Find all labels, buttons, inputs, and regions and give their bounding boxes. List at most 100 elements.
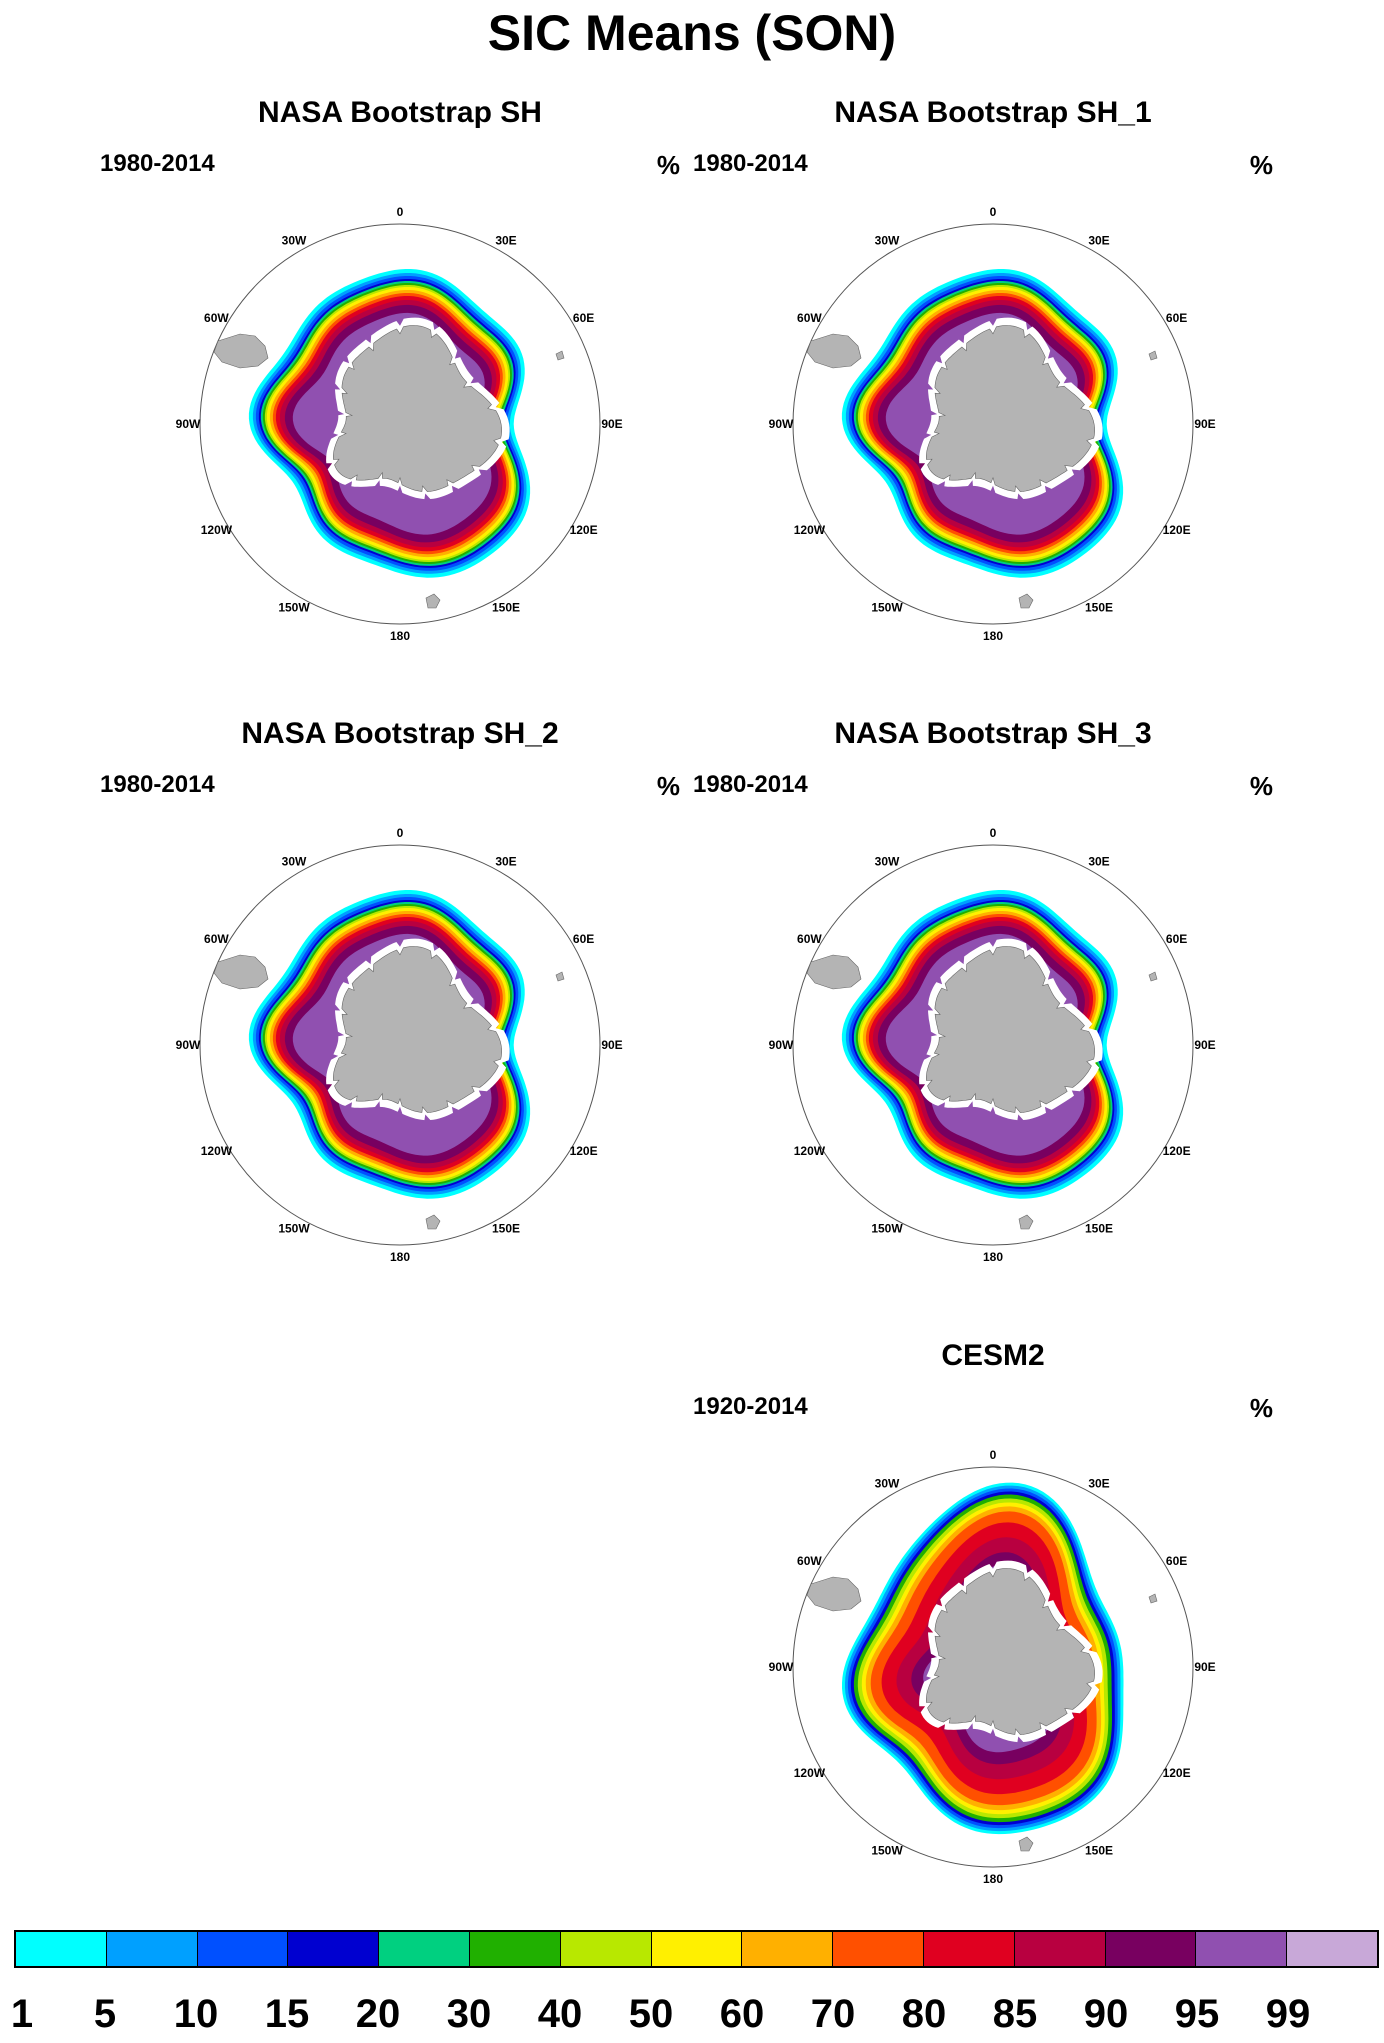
longitude-label: 60E <box>1166 1554 1187 1568</box>
colorbar-swatch <box>923 1932 1015 1966</box>
south-america-landmass <box>806 333 862 369</box>
new-zealand-landmass <box>1018 1836 1034 1852</box>
polar-map: 0 30E 60E 90E 120E 150E 180 150W 120W 90W 60W 30W <box>176 205 623 643</box>
longitude-label: 30E <box>495 233 516 247</box>
longitude-label: 90E <box>601 417 622 431</box>
antarctica-landmass <box>332 325 503 492</box>
longitude-label: 180 <box>390 629 410 643</box>
kerguelen-island <box>555 350 565 361</box>
longitude-label: 120E <box>570 1144 598 1158</box>
longitude-label: 150W <box>871 601 903 615</box>
longitude-label: 120E <box>1163 1144 1191 1158</box>
longitude-label: 30E <box>495 854 516 868</box>
colorbar-tick-label: 70 <box>810 1992 856 2036</box>
longitude-label: 120W <box>794 523 826 537</box>
longitude-label: 120W <box>201 523 233 537</box>
panel-unit: % <box>1249 150 1273 180</box>
longitude-label: 150W <box>278 601 310 615</box>
longitude-label: 120E <box>1163 523 1191 537</box>
longitude-label: 90E <box>1194 417 1215 431</box>
colorbar-tick-label: 1 <box>10 1992 34 2036</box>
antarctica-landmass <box>925 1568 1096 1735</box>
panel-unit: % <box>656 150 680 180</box>
longitude-label: 90E <box>1194 1038 1215 1052</box>
panel-period: 1980-2014 <box>100 771 215 798</box>
panel-period: 1980-2014 <box>693 150 808 177</box>
kerguelen-island <box>555 971 565 982</box>
south-america-landmass <box>806 1576 862 1612</box>
south-america-landmass <box>213 333 269 369</box>
longitude-label: 30W <box>282 854 307 868</box>
figure-title: SIC Means (SON) <box>487 5 897 61</box>
longitude-label: 30E <box>1088 854 1109 868</box>
colorbar-tick-label: 5 <box>93 1992 117 2036</box>
new-zealand-landmass <box>1018 593 1034 609</box>
longitude-label: 180 <box>390 1250 410 1264</box>
longitude-label: 30W <box>875 233 900 247</box>
longitude-label: 30E <box>1088 1476 1109 1490</box>
longitude-label: 150E <box>492 601 520 615</box>
colorbar-swatch <box>106 1932 198 1966</box>
longitude-label: 30W <box>875 854 900 868</box>
longitude-label: 150E <box>492 1222 520 1236</box>
longitude-label: 0 <box>397 205 404 219</box>
colorbar-tick-label: 30 <box>446 1992 492 2036</box>
longitude-label: 0 <box>990 205 997 219</box>
longitude-label: 60E <box>1166 932 1187 946</box>
map-panel-2: NASA Bootstrap SH_1 1980-2014 % 0 30E 60E 9… <box>683 96 1303 696</box>
longitude-label: 60W <box>797 311 822 325</box>
panel-title: NASA Bootstrap SH_2 <box>241 717 559 750</box>
polar-map: 0 30E 60E 90E 120E 150E 180 150W 120W 90W 60W 30W <box>176 826 623 1264</box>
longitude-label: 180 <box>983 629 1003 643</box>
longitude-label: 150E <box>1085 1222 1113 1236</box>
colorbar-tick-label: 60 <box>719 1992 765 2036</box>
longitude-label: 90W <box>176 1038 201 1052</box>
new-zealand-landmass <box>1018 1214 1034 1230</box>
colorbar-tick-label: 85 <box>992 1992 1038 2036</box>
colorbar-swatch <box>197 1932 289 1966</box>
colorbar-tick-label: 20 <box>355 1992 401 2036</box>
longitude-label: 120W <box>794 1766 826 1780</box>
map-panel-1: NASA Bootstrap SH 1980-2014 % 0 30E 60E 90E… <box>90 96 710 696</box>
panel-unit: % <box>656 771 680 801</box>
longitude-label: 120W <box>794 1144 826 1158</box>
new-zealand-landmass <box>425 593 441 609</box>
polar-map: 0 30E 60E 90E 120E 150E 180 150W 120W 90W 60W 30W <box>769 205 1216 643</box>
map-panel-5: CESM2 1920-2014 % 0 30E 60E 90E 120E 150E 180 1… <box>683 1339 1303 1939</box>
kerguelen-island <box>1148 971 1158 982</box>
longitude-label: 0 <box>990 1448 997 1462</box>
colorbar-swatch <box>469 1932 561 1966</box>
kerguelen-island <box>1148 1593 1158 1604</box>
panel-period: 1980-2014 <box>693 771 808 798</box>
longitude-label: 30W <box>282 233 307 247</box>
polar-map: 0 30E 60E 90E 120E 150E 180 150W 120W 90W 60W 30W <box>769 826 1216 1264</box>
panel-title: NASA Bootstrap SH_3 <box>834 717 1152 750</box>
longitude-label: 60E <box>573 932 594 946</box>
panel-unit: % <box>1249 771 1273 801</box>
south-america-landmass <box>213 954 269 990</box>
colorbar-swatch <box>16 1932 107 1966</box>
longitude-label: 60E <box>573 311 594 325</box>
colorbar-tick-label: 80 <box>901 1992 947 2036</box>
colorbar-swatch <box>288 1932 380 1966</box>
polar-map: 0 30E 60E 90E 120E 150E 180 150W 120W 90W 60W 30W <box>769 1448 1216 1886</box>
colorbar-swatch <box>742 1932 834 1966</box>
longitude-label: 90E <box>601 1038 622 1052</box>
longitude-label: 60W <box>797 1554 822 1568</box>
longitude-label: 0 <box>397 826 404 840</box>
longitude-label: 90W <box>769 417 794 431</box>
antarctica-landmass <box>925 946 1096 1113</box>
colorbar-swatch <box>1014 1932 1106 1966</box>
panel-period: 1920-2014 <box>693 1393 808 1420</box>
longitude-label: 120E <box>1163 1766 1191 1780</box>
colorbar-swatch <box>560 1932 652 1966</box>
longitude-label: 60E <box>1166 311 1187 325</box>
panel-unit: % <box>1249 1393 1273 1423</box>
map-panel-4: NASA Bootstrap SH_3 1980-2014 % 0 30E 60E 9… <box>683 717 1303 1317</box>
new-zealand-landmass <box>425 1214 441 1230</box>
colorbar-swatch <box>1105 1932 1197 1966</box>
antarctica-landmass <box>925 325 1096 492</box>
colorbar-tick-label: 15 <box>264 1992 310 2036</box>
longitude-label: 90W <box>176 417 201 431</box>
longitude-label: 90W <box>769 1038 794 1052</box>
